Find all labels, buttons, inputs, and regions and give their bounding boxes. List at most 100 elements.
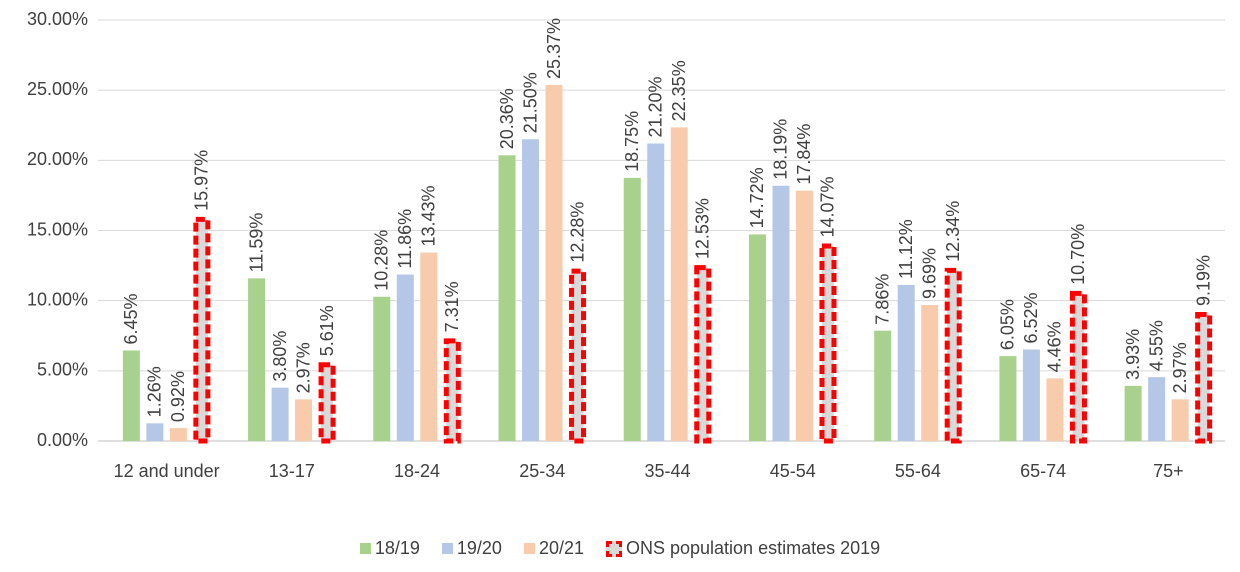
value-label: 3.93% [1123,329,1143,380]
value-label: 2.97% [1170,342,1190,393]
y-tick-label: 15.00% [27,219,88,239]
bar [248,278,266,441]
value-label: 4.46% [1045,321,1065,372]
x-tick-label: 18-24 [394,461,441,481]
value-label: 9.69% [919,248,939,299]
legend-label: 18/19 [374,538,420,558]
bar [420,252,438,441]
bar [694,265,712,444]
value-label: 7.31% [442,281,462,332]
value-label: 14.07% [818,176,838,237]
value-label: 20.36% [497,88,517,149]
bar [1069,290,1087,444]
value-label: 0.92% [168,371,188,422]
value-label: 6.45% [121,293,141,344]
value-label: 21.20% [646,76,666,137]
x-tick-label: 45-54 [769,461,816,481]
value-label: 18.19% [771,119,791,180]
legend-item: ONS population estimates 2019 [605,538,881,559]
legend: 18/19 19/20 20/21 ONS population estimates … [0,538,1240,559]
y-tick-label: 5.00% [37,360,88,380]
y-tick-label: 10.00% [27,289,88,309]
value-label: 5.61% [317,305,337,356]
value-label: 10.70% [1068,224,1088,285]
bar [318,362,336,444]
bar [569,268,587,444]
bar [271,387,289,441]
legend-label: ONS population estimates 2019 [625,538,881,558]
legend-swatch [359,543,371,554]
x-tick-label: 13-17 [268,461,315,481]
legend-swatch [605,540,622,557]
value-label: 4.55% [1146,320,1166,371]
legend-label: 19/20 [456,538,502,558]
value-label: 6.05% [998,299,1018,350]
value-label: 18.75% [622,111,642,172]
legend-swatch [441,543,453,554]
bar [122,350,140,441]
legend-swatch [523,543,535,554]
value-label: 12.34% [943,201,963,262]
value-label: 10.28% [372,230,392,291]
value-label: 6.52% [1021,292,1041,343]
x-tick-label: 12 and under [113,461,220,481]
value-label: 12.53% [693,198,713,259]
bar [498,155,516,442]
bar [748,234,766,441]
bar [623,177,641,441]
legend-item: 18/19 [359,538,420,559]
bar [647,143,665,441]
x-tick-label: 75+ [1153,461,1184,481]
bar [146,423,164,441]
bar [874,330,892,441]
bar [169,428,187,441]
x-tick-label: 55-64 [894,461,941,481]
bar [545,84,563,441]
value-label: 11.86% [395,209,415,269]
value-label: 22.35% [669,60,689,121]
value-label: 14.72% [747,167,767,228]
bar [295,399,313,441]
value-label: 2.97% [293,342,313,393]
legend-item: 20/21 [523,538,584,559]
bar [921,305,939,441]
y-tick-label: 20.00% [27,149,88,169]
x-tick-label: 65-74 [1020,461,1067,481]
value-label: 3.80% [270,331,290,382]
y-tick-label: 25.00% [27,79,88,99]
bar [897,284,915,441]
x-tick-label: 35-44 [644,461,691,481]
value-label: 13.43% [419,185,439,246]
value-label: 12.28% [567,202,587,263]
legend-label: 20/21 [538,538,584,558]
bar [1022,349,1040,441]
value-label: 17.84% [794,124,814,185]
value-label: 1.26% [145,366,165,417]
y-tick-label: 0.00% [37,430,88,450]
bar [1124,385,1142,441]
x-tick-label: 25-34 [519,461,566,481]
bar [772,185,790,441]
bar [373,296,391,441]
bar [443,338,461,444]
bar [999,356,1017,441]
bar [795,190,813,441]
bar [522,139,540,442]
value-label: 9.19% [1193,255,1213,306]
bar [819,243,837,444]
bar [396,274,414,441]
value-label: 15.97% [192,150,212,211]
value-label: 11.59% [246,213,266,273]
bar [1195,312,1213,444]
bar [1148,377,1166,441]
bar [1046,378,1064,441]
value-label: 25.37% [544,18,564,79]
legend-item: 19/20 [441,538,502,559]
bar [670,127,688,441]
bar [1171,399,1189,441]
bar [193,216,211,444]
value-label: 21.50% [520,72,540,133]
y-tick-label: 30.00% [27,9,88,29]
